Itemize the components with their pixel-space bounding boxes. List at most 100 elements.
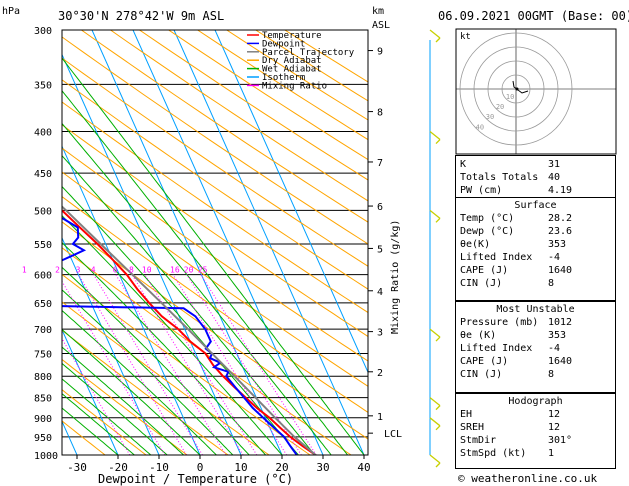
surface-title: Surface: [514, 200, 557, 211]
location-title: 30°30'N 278°42'W 9m ASL: [58, 9, 224, 23]
mixing-ratio-label: 6: [113, 266, 118, 275]
x-tick-label: -10: [149, 461, 169, 474]
index-key: Temp (°C): [460, 213, 515, 224]
km-tick-label: 9: [377, 47, 383, 58]
index-row: Pressure (mb) 1012: [460, 316, 611, 329]
index-row: CAPE (J) 1640: [460, 264, 611, 277]
x-tick-label: 30: [316, 461, 329, 474]
dry-adiabat-line: [62, 57, 368, 267]
background-lines: [62, 30, 368, 455]
index-row: θe (K) 353: [460, 329, 611, 342]
wind-barb: [429, 417, 441, 427]
series-parcel-trajectory: [62, 205, 317, 455]
mixing-ratio-label: 10: [142, 266, 152, 275]
wind-barb: [429, 29, 441, 39]
mixing-ratio-label: 16: [170, 266, 180, 275]
hodograph-ring: [487, 60, 545, 118]
wind-barb-flag: [435, 462, 441, 468]
x-tick-label: -20: [108, 461, 128, 474]
pressure-tick-label: 300: [34, 26, 52, 37]
dry-adiabat-line: [110, 30, 368, 202]
index-value: 12: [548, 409, 561, 420]
index-key: CAPE (J): [460, 356, 509, 367]
datetime-title: 06.09.2021 00GMT (Base: 00): [438, 9, 629, 23]
x-tick-label: 20: [275, 461, 288, 474]
index-key: Dewp (°C): [460, 226, 515, 237]
x-tick-label: 40: [357, 461, 370, 474]
hodograph-frame: [455, 28, 617, 155]
index-row: CAPE (J) 1640: [460, 355, 611, 368]
mixing-ratio-line: [172, 274, 288, 455]
index-row: CIN (J) 8: [460, 368, 611, 381]
wet-adiabat-line: [62, 214, 283, 455]
legend-entry: Mixing Ratio: [262, 81, 327, 91]
legend-entry: Dry Adiabat: [262, 56, 322, 66]
pressure-tick-label: 650: [34, 299, 52, 310]
dry-adiabat-line: [62, 221, 368, 440]
index-key: Lifted Index: [460, 252, 533, 263]
km-tick-label: 3: [377, 328, 383, 339]
lcl-label: LCL: [384, 429, 402, 440]
dry-adiabat-line: [62, 195, 368, 413]
legend-entry: Wet Adiabat: [262, 65, 322, 75]
km-tick-label: 2: [377, 368, 383, 379]
wind-barb-flag: [435, 37, 441, 43]
index-row: StmDir 301°: [460, 434, 611, 447]
index-value: 8: [548, 278, 555, 289]
index-key: Totals Totals: [460, 172, 539, 183]
hodograph-title: Hodograph: [508, 396, 563, 407]
index-key: PW (cm): [460, 185, 503, 196]
wet-adiabat-line: [62, 57, 365, 455]
legend-entry: Isotherm: [262, 73, 305, 83]
index-value: 31: [548, 159, 561, 170]
pressure-tick-label: 700: [34, 325, 52, 336]
legend-entry: Dewpoint: [262, 39, 305, 49]
index-row: Lifted Index -4: [460, 342, 611, 355]
wind-barbs: [429, 29, 441, 468]
wind-barb-flag: [435, 139, 441, 145]
dry-adiabat-line: [62, 247, 352, 455]
index-key: CIN (J): [460, 278, 503, 289]
x-tick-label: 0: [197, 461, 204, 474]
index-key: StmSpd (kt): [460, 448, 527, 459]
wind-barb-flag: [435, 405, 441, 411]
dry-adiabat-line: [139, 30, 368, 181]
index-key: K: [460, 159, 467, 170]
wet-adiabat-line: [62, 309, 217, 455]
dry-adiabat-line: [62, 389, 147, 455]
hodograph-section: Hodograph EH 12 SREH 12 StmDir 301° StmSpd (kt…: [455, 393, 616, 469]
dry-adiabat-line: [62, 147, 368, 362]
x-tick-label: -30: [67, 461, 87, 474]
mixing-ratio-label: 1: [22, 266, 27, 275]
index-value: 8: [548, 369, 555, 380]
wet-adiabat-line: [62, 407, 119, 455]
credit-text: © weatheronline.co.uk: [458, 472, 597, 485]
km-tick-label: 7: [377, 158, 383, 169]
dry-adiabat-line: [62, 171, 368, 387]
wind-barb-flag: [435, 425, 441, 431]
mixing-ratio-label: 3: [76, 266, 81, 275]
index-row: Totals Totals 40: [460, 171, 611, 184]
index-value: 40: [548, 172, 561, 183]
index-value: 1640: [548, 356, 573, 367]
x-axis-label: Dewpoint / Temperature (°C): [98, 472, 293, 486]
index-value: 23.6: [548, 226, 573, 237]
isotherm-line: [173, 30, 365, 455]
mixing-ratio-line: [131, 274, 244, 455]
km-tick-label: 5: [377, 244, 383, 255]
legend-entry: Temperature: [262, 31, 322, 41]
hodograph-ring-label: 10: [506, 93, 514, 101]
index-key: EH: [460, 409, 473, 420]
most-unstable-section: Most Unstable Pressure (mb) 1012 θe (K) 353…: [455, 301, 616, 393]
isotherm-line: [62, 236, 160, 455]
wet-adiabat-line: [62, 241, 266, 455]
index-key: SREH: [460, 422, 485, 433]
index-row: θe(K) 353: [460, 238, 611, 251]
pressure-tick-label: 400: [34, 128, 52, 139]
hodograph-ring-label: 20: [496, 103, 504, 111]
hodograph-ring-label: 40: [476, 123, 484, 131]
index-key: Pressure (mb): [460, 317, 539, 328]
dry-adiabat-line: [62, 358, 188, 455]
index-key: θe(K): [460, 239, 491, 250]
